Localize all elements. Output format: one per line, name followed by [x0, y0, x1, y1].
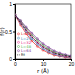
legend-marker: [18, 37, 20, 39]
x-axis-title: r (Å): [37, 67, 49, 74]
data-point: [64, 54, 66, 56]
tick: 20: [69, 59, 75, 67]
legend: L=16L=24L=32L=48L=64fit: [17, 31, 32, 57]
tick-label: 0.5: [5, 29, 12, 35]
tick-mark: [13, 4, 15, 5]
y-axis-title: f(r): [0, 27, 5, 36]
chart: 0102000.51r (Å)f(r)L=16L=24L=32L=48L=64f…: [0, 0, 75, 75]
data-point: [25, 26, 27, 28]
plot-area: [15, 14, 71, 59]
legend-label: fit: [21, 52, 25, 57]
tick: 0: [14, 59, 17, 67]
plot-frame: [15, 4, 71, 59]
tick-mark: [13, 32, 15, 33]
tick-label: 10: [41, 61, 47, 67]
series-line: [15, 15, 71, 56]
data-point: [36, 38, 38, 40]
tick: 10: [41, 59, 47, 67]
x-axis: 0 10 20: [14, 59, 74, 67]
legend-marker: [18, 46, 20, 48]
data-point: [48, 46, 50, 48]
series-line: [15, 15, 71, 57]
data-point: [59, 52, 61, 54]
series-line: [15, 15, 71, 57]
series-line: [15, 15, 71, 57]
tick-mark: [13, 59, 15, 60]
tick: 0.5: [5, 29, 15, 35]
legend-marker: [18, 50, 20, 52]
series-line: [15, 15, 71, 56]
tick: 0: [9, 56, 15, 62]
data-point: [42, 43, 44, 45]
tick: 1: [9, 1, 15, 7]
data-point: [36, 45, 38, 47]
legend-marker: [18, 33, 20, 35]
tick-label: 0: [9, 56, 12, 62]
series-line: [15, 15, 71, 58]
tick-label: 0: [14, 61, 17, 67]
tick-label: 1: [9, 1, 12, 7]
data-point: [53, 50, 55, 52]
y-axis: 00.51: [5, 1, 15, 62]
tick-label: 20: [69, 61, 75, 67]
axis-line: [13, 5, 16, 60]
legend-marker: [18, 41, 20, 43]
legend-line: [17, 54, 20, 55]
